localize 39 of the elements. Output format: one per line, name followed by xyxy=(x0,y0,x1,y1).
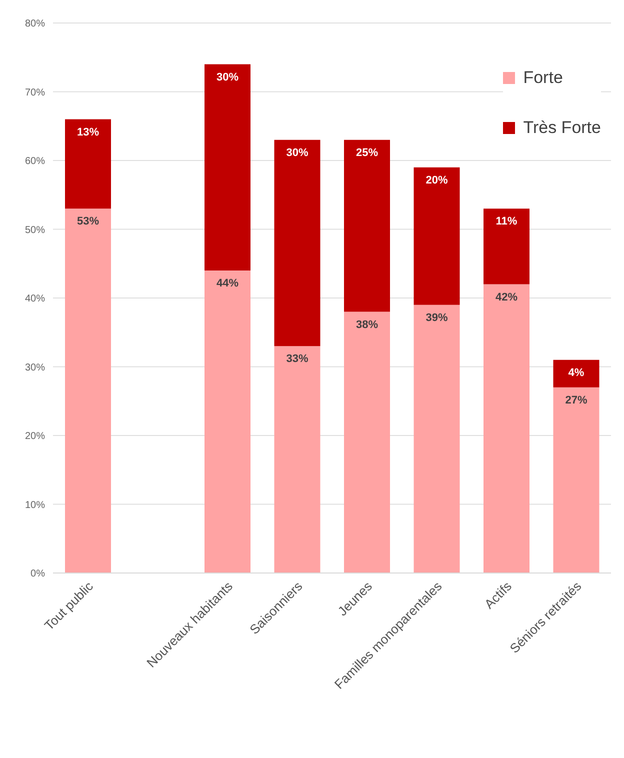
y-tick-label: 50% xyxy=(24,224,46,236)
data-label: 53% xyxy=(76,216,100,228)
legend-label: Très Forte xyxy=(523,118,601,138)
bar xyxy=(344,312,390,573)
data-label: 44% xyxy=(216,278,239,290)
data-label: 20% xyxy=(426,174,448,186)
data-label: 4% xyxy=(568,366,584,379)
data-label: 11% xyxy=(496,216,518,228)
bar xyxy=(414,304,460,573)
y-tick-label: 60% xyxy=(24,156,46,168)
bar xyxy=(65,208,111,573)
y-tick-label: 20% xyxy=(24,431,46,442)
bar xyxy=(65,119,111,209)
y-tick-label: 30% xyxy=(24,362,46,374)
data-label: 33% xyxy=(286,353,308,366)
y-tick-label: 10% xyxy=(24,500,46,511)
bar xyxy=(204,270,250,573)
bar xyxy=(414,167,460,305)
bar xyxy=(484,208,530,284)
bar xyxy=(274,346,320,573)
y-tick-label: 80% xyxy=(24,18,46,30)
data-label: 30% xyxy=(216,71,239,84)
data-label: 27% xyxy=(565,394,588,406)
data-label: 25% xyxy=(356,146,378,159)
bar xyxy=(344,140,390,312)
data-label: 30% xyxy=(286,146,308,159)
y-tick-label: 40% xyxy=(24,294,46,305)
bar xyxy=(274,140,320,346)
data-label: 13% xyxy=(76,126,100,138)
data-label: 38% xyxy=(356,318,378,331)
legend-label: Forte xyxy=(523,68,563,88)
bar xyxy=(484,284,530,573)
bar xyxy=(553,360,600,388)
data-label: 39% xyxy=(426,312,448,324)
bar xyxy=(553,387,600,573)
y-tick-label: 70% xyxy=(24,87,46,98)
y-tick-label: 0% xyxy=(30,568,46,580)
data-label: 42% xyxy=(495,291,518,304)
bar xyxy=(204,64,250,270)
